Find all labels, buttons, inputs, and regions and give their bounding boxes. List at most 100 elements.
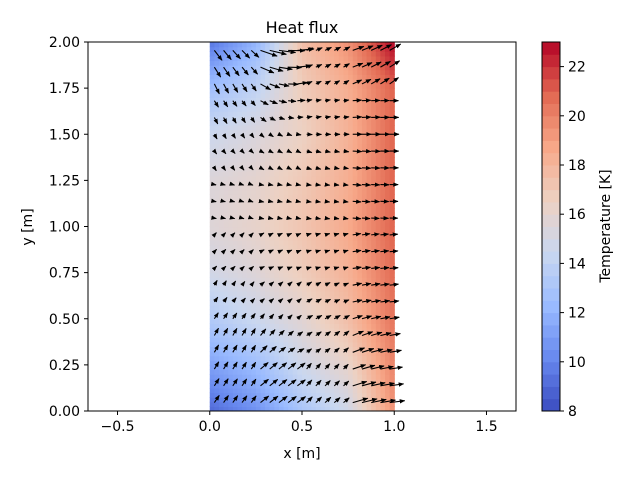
field-cell: [274, 97, 280, 103]
field-cell: [269, 83, 275, 89]
field-cell: [306, 341, 312, 348]
field-cell: [302, 212, 308, 218]
field-cell: [302, 318, 308, 324]
field-cell: [361, 244, 368, 251]
field-cell: [274, 42, 280, 48]
field-cell: [237, 374, 243, 380]
field-cell: [385, 387, 391, 394]
field-cell: [260, 323, 266, 329]
field-cell: [242, 337, 248, 343]
field-cell: [375, 92, 381, 98]
field-cell: [348, 148, 354, 154]
field-cell: [251, 148, 257, 154]
field-cell: [214, 332, 220, 338]
flux-arrow: [371, 381, 386, 387]
field-cell: [269, 258, 275, 264]
flux-arrow: [324, 396, 332, 404]
field-cell: [255, 180, 262, 186]
field-cell: [385, 323, 391, 329]
field-cell: [343, 406, 349, 411]
field-cell: [348, 323, 354, 329]
field-cell: [255, 198, 262, 205]
field-cell: [385, 378, 391, 384]
field-cell: [366, 42, 372, 48]
field-cell: [320, 383, 326, 389]
field-cell: [371, 258, 377, 264]
field-cell: [311, 355, 317, 361]
field-cell: [209, 268, 215, 274]
field-cell: [228, 184, 234, 191]
field-cell: [223, 161, 229, 168]
field-cell: [292, 323, 298, 329]
flux-arrow: [248, 148, 254, 154]
field-cell: [228, 175, 234, 181]
field-cell: [361, 309, 368, 315]
flux-arrow: [223, 327, 229, 336]
field-cell: [255, 189, 262, 195]
field-cell: [366, 212, 372, 218]
field-cell: [232, 235, 239, 241]
field-cell: [329, 78, 335, 85]
field-cell: [380, 258, 386, 264]
field-cell: [274, 327, 280, 334]
field-cell: [311, 161, 317, 168]
colorbar-tick-label: 10: [568, 355, 586, 371]
field-cell: [380, 161, 386, 168]
field-cell: [343, 401, 349, 407]
field-cell: [352, 397, 358, 403]
field-cell: [297, 304, 303, 311]
field-cell: [269, 208, 275, 214]
field-cell: [237, 69, 243, 75]
field-cell: [320, 281, 326, 288]
field-cell: [223, 309, 229, 315]
field-cell: [274, 180, 280, 186]
field-cell: [292, 194, 298, 200]
field-cell: [246, 157, 252, 163]
field-cell: [246, 175, 252, 181]
field-cell: [352, 152, 358, 158]
field-cell: [214, 138, 220, 145]
field-cell: [371, 184, 377, 191]
field-cell: [302, 175, 308, 181]
field-cell: [348, 351, 354, 357]
field-cell: [283, 106, 289, 112]
field-cell: [297, 401, 303, 407]
field-cell: [320, 161, 326, 168]
field-cell: [218, 184, 225, 191]
field-cell: [237, 231, 243, 237]
field-cell: [366, 355, 372, 361]
field-cell: [292, 314, 298, 320]
field-cell: [306, 374, 312, 380]
field-cell: [260, 143, 266, 149]
field-cell: [242, 318, 248, 324]
field-cell: [209, 231, 215, 237]
flux-arrow: [334, 63, 341, 69]
field-cell: [302, 120, 308, 126]
flux-arrow: [297, 396, 307, 404]
field-cell: [357, 65, 363, 71]
field-cell: [380, 60, 386, 66]
field-cell: [232, 161, 239, 168]
field-cell: [329, 161, 335, 168]
flux-arrow: [343, 397, 350, 404]
field-cell: [237, 369, 243, 375]
field-cell: [302, 171, 308, 177]
field-cell: [255, 203, 262, 209]
field-cell: [334, 235, 340, 241]
field-cell: [329, 42, 335, 48]
field-cell: [269, 101, 275, 108]
field-cell: [214, 152, 220, 158]
field-cell: [325, 203, 331, 209]
flux-arrow: [315, 249, 322, 254]
field-cell: [274, 148, 280, 154]
field-cell: [348, 189, 354, 195]
field-cell: [348, 263, 354, 269]
flux-arrow: [248, 265, 254, 272]
field-cell: [260, 184, 266, 191]
field-cell: [269, 323, 275, 329]
field-cell: [237, 244, 243, 251]
field-cell: [315, 51, 322, 57]
field-cell: [274, 314, 280, 320]
field-cell: [380, 304, 386, 311]
field-cell: [371, 152, 377, 158]
